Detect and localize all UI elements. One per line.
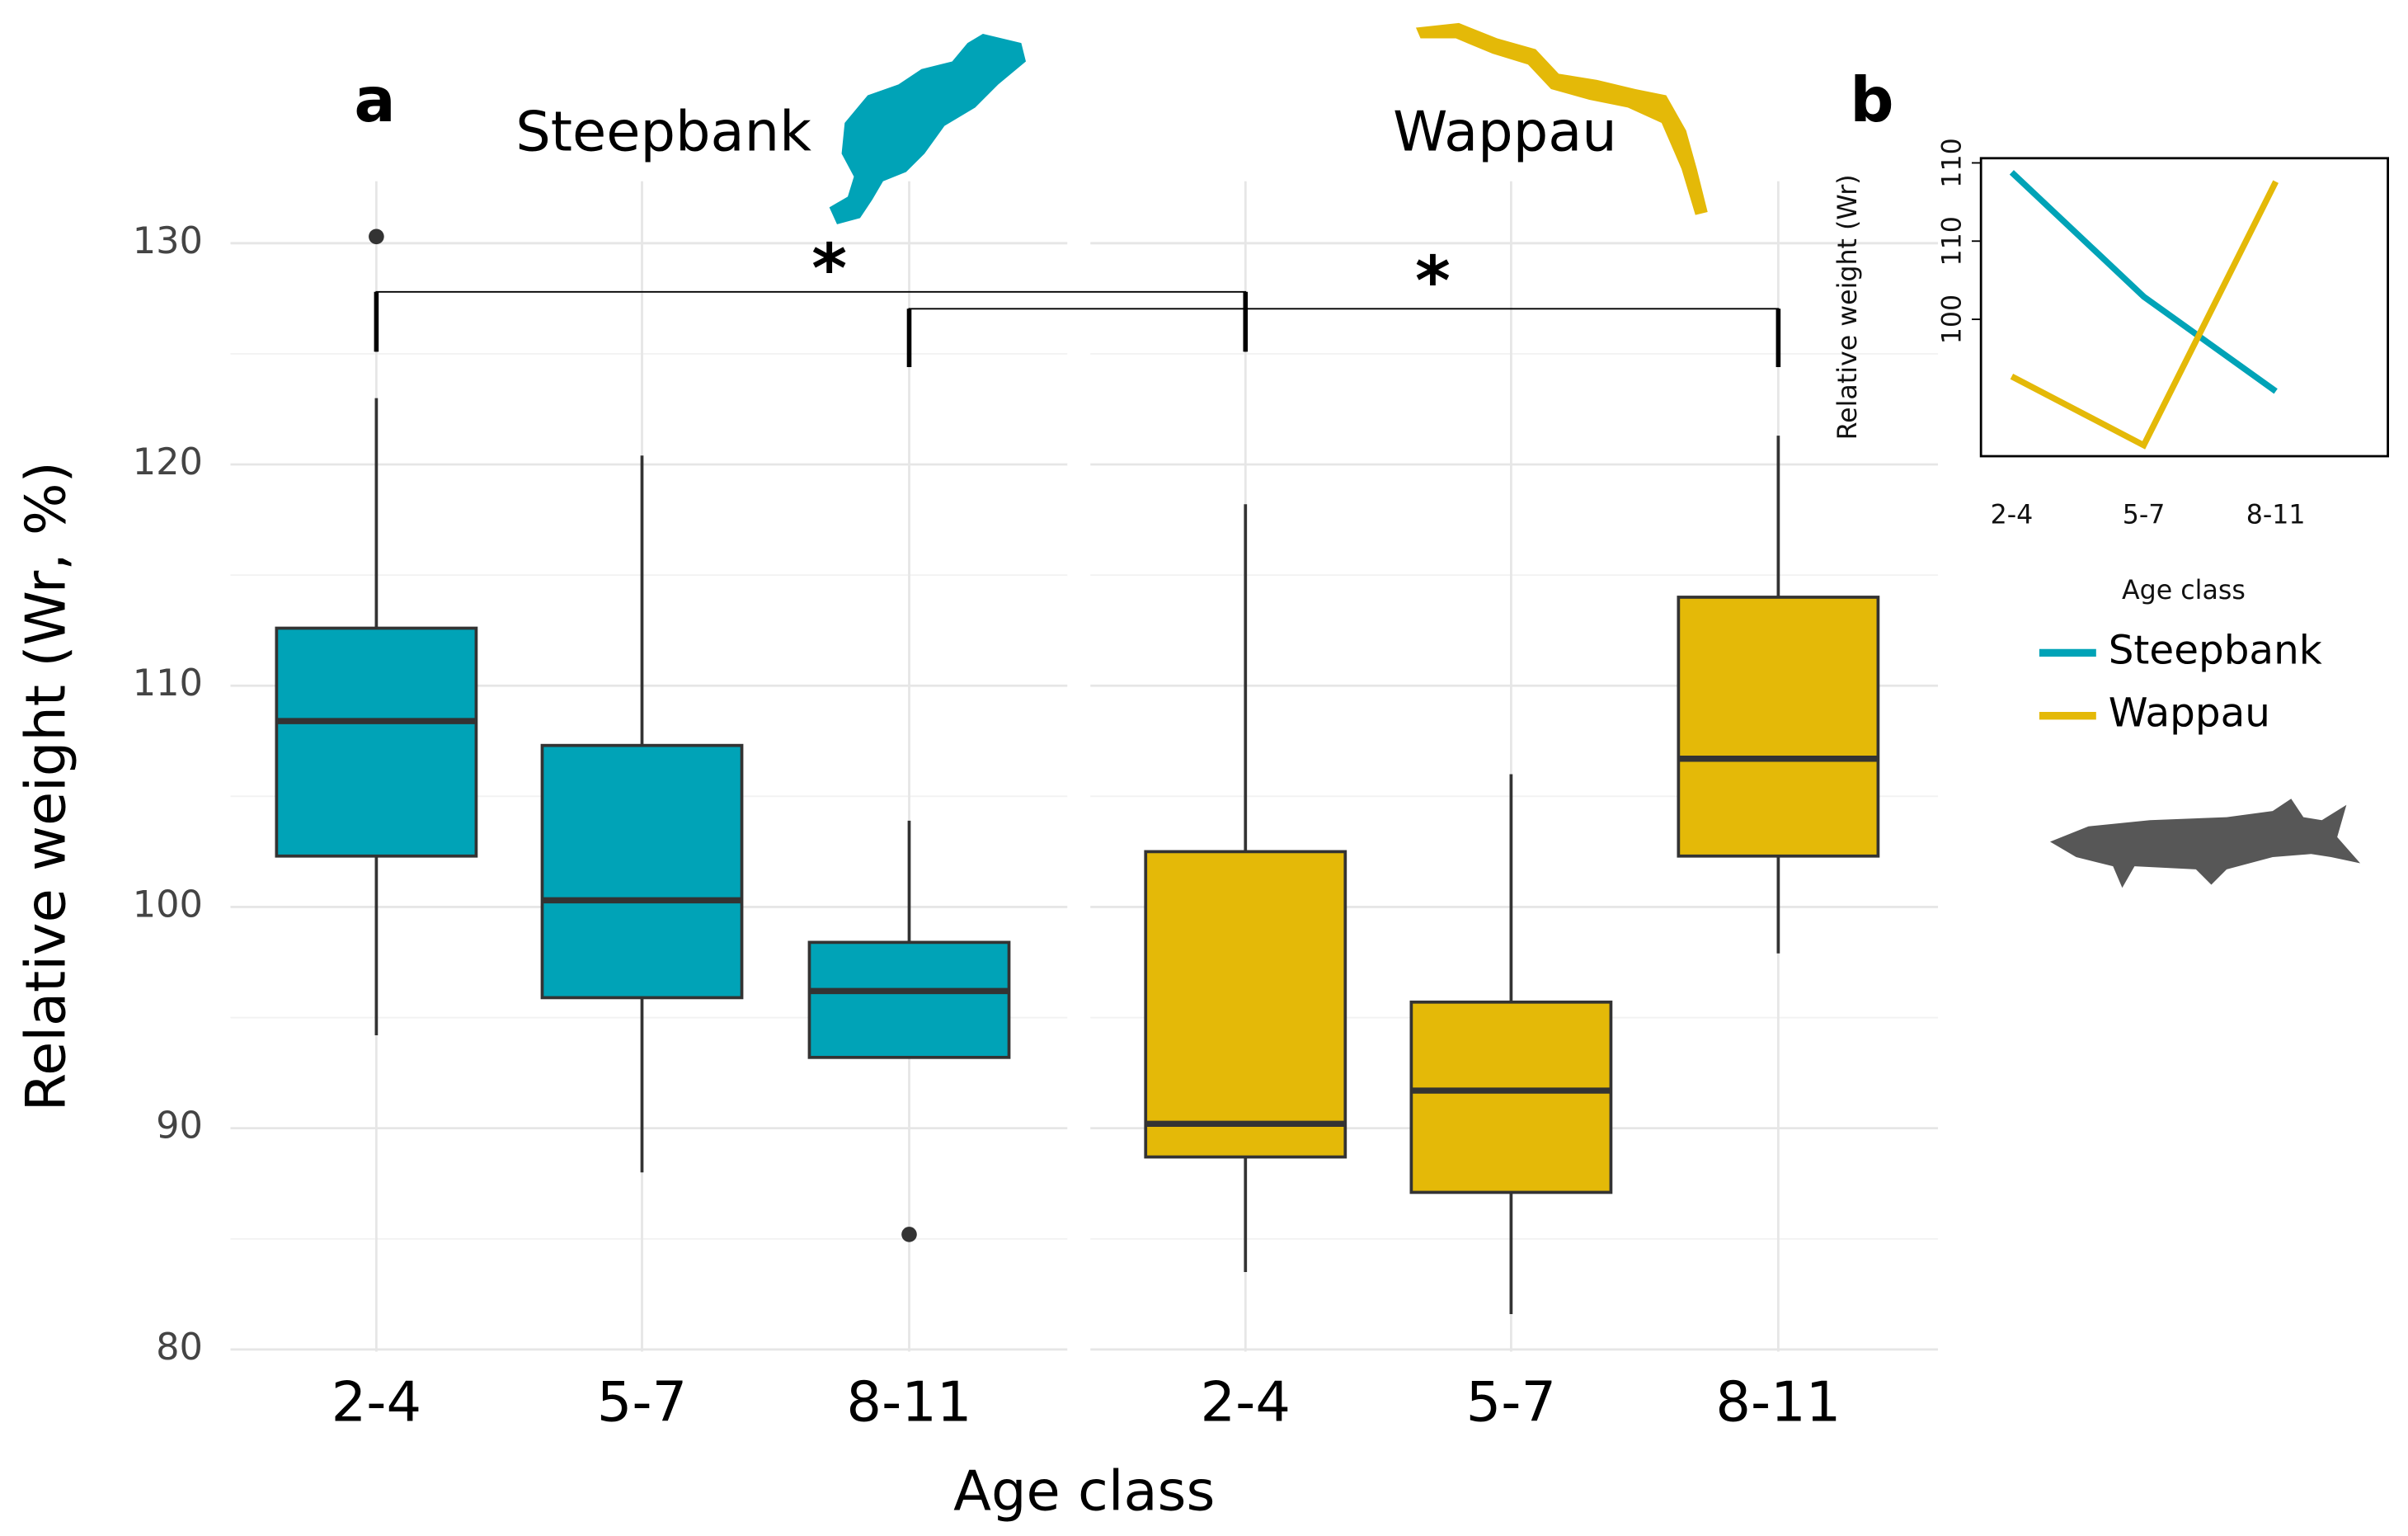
box bbox=[540, 743, 744, 1000]
outlier bbox=[901, 1227, 917, 1242]
x-axis-label: Age class bbox=[2122, 576, 2246, 605]
plot-frame bbox=[1979, 157, 2389, 458]
y-tick-label: 120 bbox=[133, 441, 203, 483]
panel-label: b bbox=[1850, 64, 1893, 136]
x-tick-label: 5-7 bbox=[597, 1369, 687, 1434]
x-tick-label: 2-4 bbox=[332, 1369, 421, 1434]
significance-star: * bbox=[1415, 243, 1451, 321]
box bbox=[1144, 850, 1347, 1159]
legend-label: Wappau bbox=[2109, 690, 2270, 737]
x-tick-label: 5-7 bbox=[1466, 1369, 1556, 1434]
y-tick-label: 130 bbox=[133, 219, 203, 262]
y-tick-label: 100 bbox=[1938, 294, 1968, 344]
y-axis-label: Relative weight (Wr) bbox=[1833, 174, 1863, 440]
x-tick-label: 2-4 bbox=[1991, 501, 2034, 530]
panel-label: a bbox=[354, 64, 395, 136]
line bbox=[2009, 170, 2278, 394]
y-tick-label: 80 bbox=[156, 1326, 203, 1369]
y-tick-label: 90 bbox=[156, 1105, 203, 1147]
x-tick-label: 5-7 bbox=[2123, 501, 2166, 530]
line bbox=[2010, 180, 2279, 450]
outlier bbox=[369, 229, 384, 245]
facet-title: Wappau bbox=[1393, 99, 1617, 163]
significance-star: * bbox=[811, 230, 847, 309]
x-axis-label: Age class bbox=[953, 1458, 1215, 1523]
significance-bracket bbox=[374, 290, 1781, 368]
legend-label: Steepbank bbox=[2109, 627, 2322, 673]
facet-title: Steepbank bbox=[515, 99, 811, 163]
x-tick-label: 2-4 bbox=[1201, 1369, 1291, 1434]
x-tick-label: 8-11 bbox=[2246, 501, 2306, 530]
x-tick-label: 8-11 bbox=[846, 1369, 971, 1434]
box bbox=[807, 940, 1011, 1059]
box bbox=[1677, 596, 1880, 858]
fish-icon bbox=[2049, 799, 2361, 888]
y-tick-label: 110 bbox=[1938, 138, 1968, 187]
y-tick-label: 110 bbox=[1938, 216, 1968, 266]
y-axis-label: Relative weight (Wr, %) bbox=[13, 461, 78, 1111]
box bbox=[275, 626, 478, 858]
y-tick-label: 100 bbox=[133, 883, 203, 926]
box bbox=[1409, 1000, 1613, 1194]
lake-icon bbox=[829, 33, 1027, 224]
y-tick-label: 110 bbox=[133, 662, 203, 704]
x-tick-label: 8-11 bbox=[1715, 1369, 1841, 1434]
